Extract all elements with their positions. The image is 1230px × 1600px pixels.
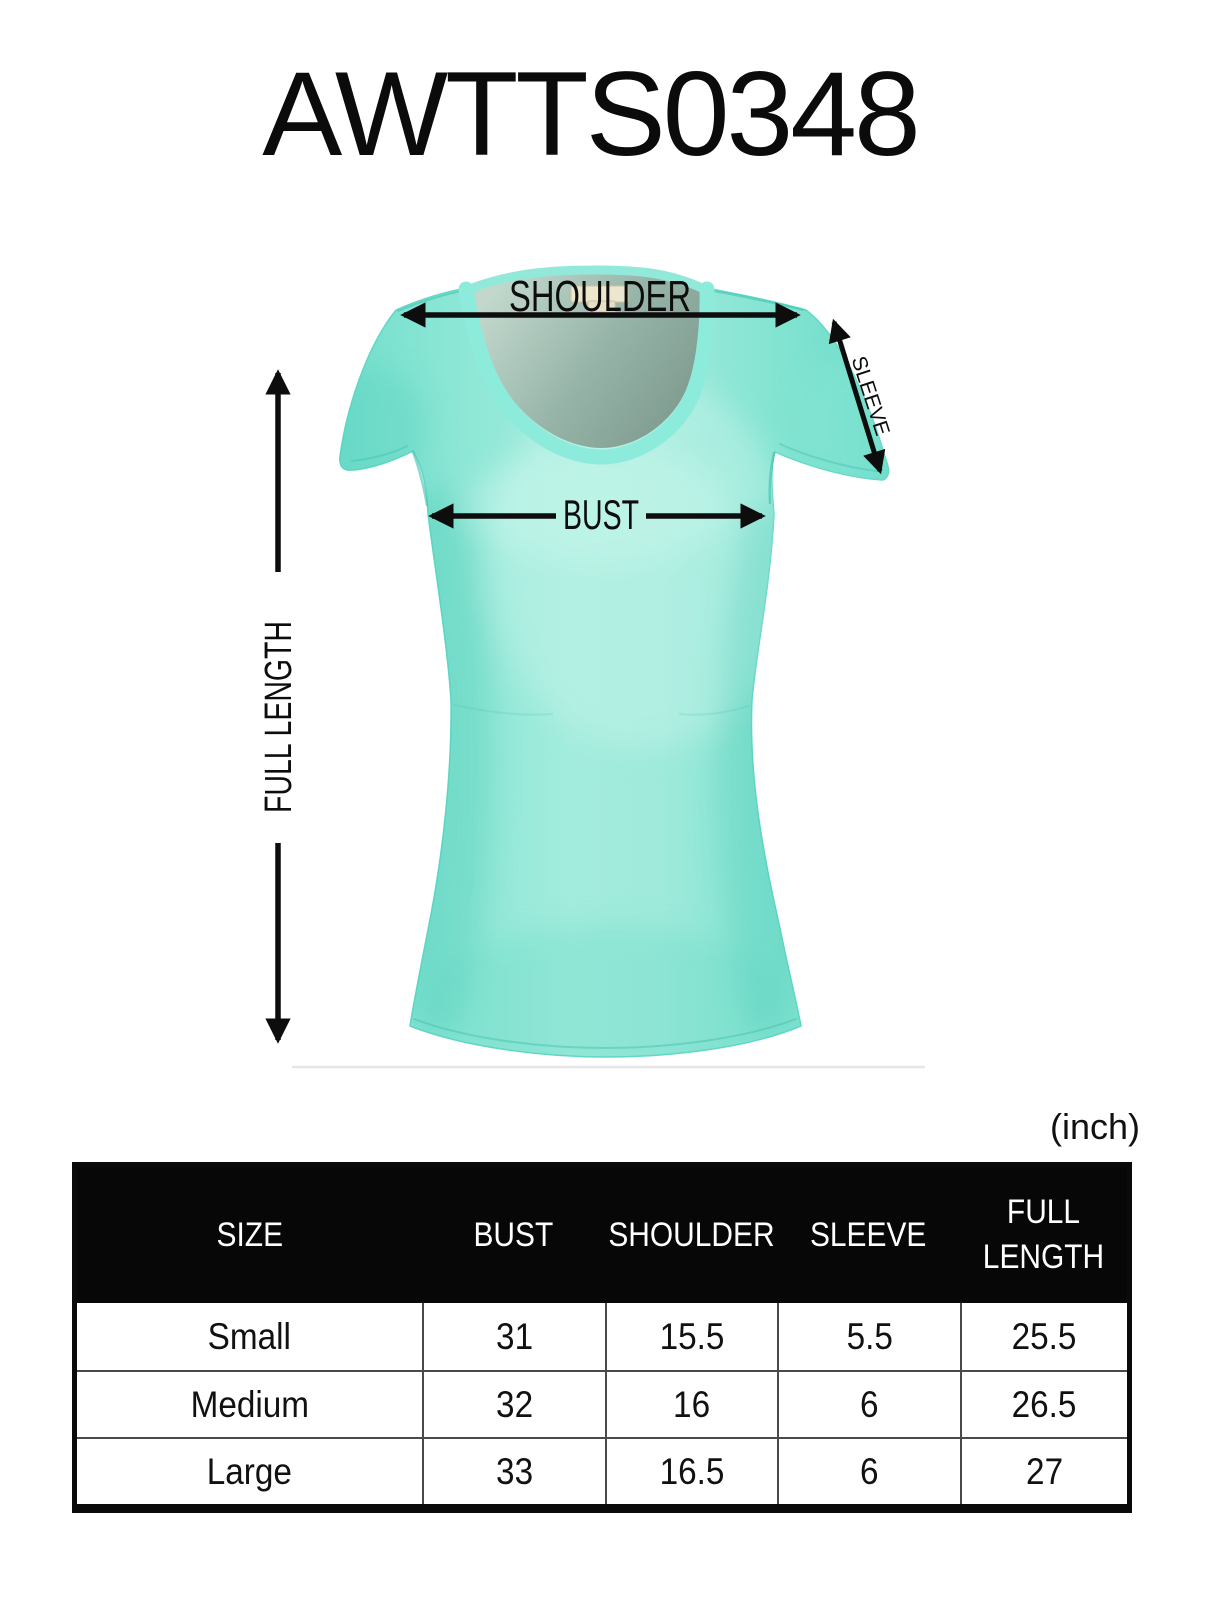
table-cell-size-medium: Medium: [77, 1370, 422, 1437]
bust-large-value: 33: [495, 1450, 534, 1492]
column-header-sleeve-label: SLEEVE: [810, 1215, 927, 1254]
column-header-full-length: FULL LENGTH: [960, 1167, 1127, 1303]
table-cell-bust-small: 31: [422, 1303, 605, 1370]
column-header-sleeve: SLEEVE: [777, 1167, 960, 1303]
sleeve-large-value: 6: [860, 1450, 879, 1492]
shoulder-small-value: 15.5: [659, 1315, 725, 1357]
table-cell-shoulder-large: 16.5: [605, 1437, 777, 1504]
column-header-size-label: SIZE: [216, 1215, 283, 1254]
bust-label: BUST: [563, 491, 639, 538]
shirt-measurement-diagram: SHOULDER BUST FULL LENGTH SLEEVE: [258, 265, 925, 1069]
table-cell-bust-medium: 32: [422, 1370, 605, 1437]
table-cell-bust-large: 33: [422, 1437, 605, 1504]
table-cell-size-large: Large: [77, 1437, 422, 1504]
table-cell-shoulder-small: 15.5: [605, 1303, 777, 1370]
sleeve-arrow: [828, 318, 886, 475]
full-length-small-value: 25.5: [1012, 1315, 1077, 1357]
table-cell-sleeve-large: 6: [777, 1437, 960, 1504]
shoulder-large-value: 16.5: [659, 1450, 725, 1492]
column-header-bust-label: BUST: [473, 1215, 554, 1254]
table-cell-shoulder-medium: 16: [605, 1370, 777, 1437]
sleeve-medium-value: 6: [860, 1383, 879, 1425]
sleeve-small-value: 5.5: [846, 1315, 893, 1357]
table-cell-size-small: Small: [77, 1303, 422, 1370]
size-small-label: Small: [207, 1315, 292, 1357]
table-cell-full-length-large: 27: [960, 1437, 1127, 1504]
full-length-label: FULL LENGTH: [258, 621, 300, 813]
front-collar-band: [458, 281, 715, 465]
full-length-medium-value: 26.5: [1012, 1383, 1077, 1425]
bust-medium-value: 32: [495, 1383, 534, 1425]
shoulder-label: SHOULDER: [509, 272, 691, 321]
back-collar-band: [470, 265, 704, 293]
bust-small-value: 31: [495, 1315, 534, 1357]
table-cell-full-length-medium: 26.5: [960, 1370, 1127, 1437]
product-code-title: AWTTS0348: [262, 47, 920, 181]
column-header-bust: BUST: [422, 1167, 605, 1303]
size-medium-label: Medium: [190, 1383, 309, 1425]
table-cell-full-length-small: 25.5: [960, 1303, 1127, 1370]
table-cell-sleeve-small: 5.5: [777, 1303, 960, 1370]
size-large-label: Large: [206, 1450, 293, 1492]
measurement-labels: SHOULDER BUST FULL LENGTH SLEEVE: [258, 272, 894, 813]
shoulder-medium-value: 16: [673, 1383, 711, 1425]
full-length-large-value: 27: [1025, 1450, 1064, 1492]
column-header-shoulder: SHOULDER: [605, 1167, 777, 1303]
unit-label: (inch): [1049, 1106, 1140, 1147]
column-header-full-length-label: FULL LENGTH: [982, 1193, 1105, 1276]
measurement-arrows: [265, 302, 886, 1044]
tshirt-graphic: [292, 265, 925, 1069]
column-header-shoulder-label: SHOULDER: [607, 1215, 775, 1254]
size-table: SIZE BUST SHOULDER SLEEVE FULL LENGTH Sm…: [72, 1162, 1132, 1513]
column-header-size: SIZE: [77, 1167, 422, 1303]
table-cell-sleeve-medium: 6: [777, 1370, 960, 1437]
